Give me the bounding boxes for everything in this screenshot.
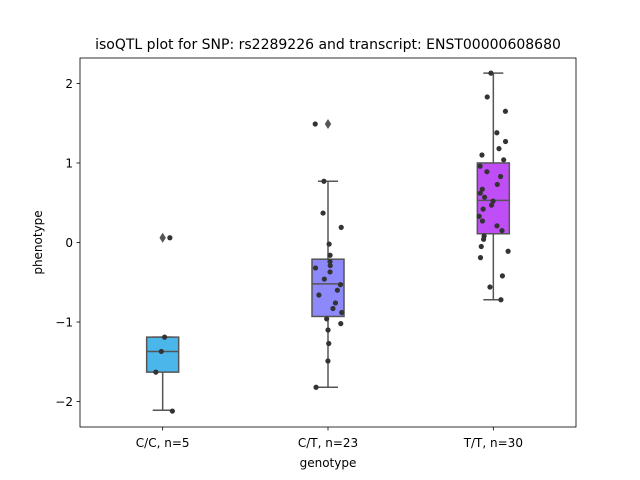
data-point [326, 241, 332, 247]
data-point [476, 213, 482, 219]
data-point [487, 284, 493, 290]
chart-title: isoQTL plot for SNP: rs2289226 and trans… [95, 37, 561, 53]
y-tick-label: 2 [65, 77, 73, 91]
x-tick-label: T/T, n=30 [463, 436, 523, 450]
data-point [321, 178, 327, 184]
data-point [337, 282, 344, 288]
y-axis: −2 −1 0 1 2 [55, 77, 80, 409]
data-point [167, 235, 173, 241]
data-point [327, 258, 333, 265]
data-point [488, 202, 495, 208]
data-point [325, 358, 331, 364]
outlier-marker [324, 119, 332, 130]
data-point [488, 70, 494, 76]
box-iqr [311, 258, 345, 318]
data-point [316, 292, 322, 298]
data-point [339, 309, 345, 316]
data-point [161, 334, 168, 340]
data-point [499, 227, 505, 234]
data-point [505, 248, 511, 254]
data-point [498, 297, 504, 303]
data-point [330, 305, 336, 312]
data-point [477, 255, 484, 261]
data-point [477, 190, 483, 196]
points-layer [153, 70, 511, 414]
x-axis: C/C, n=5 C/T, n=23 T/T, n=30 [136, 427, 523, 450]
data-point [502, 108, 509, 114]
y-tick-label: −2 [55, 395, 73, 409]
data-point [327, 262, 333, 269]
data-point [478, 243, 484, 250]
data-point [501, 157, 507, 163]
data-point [497, 173, 504, 180]
data-point [334, 287, 340, 293]
data-point [484, 169, 490, 175]
data-point [338, 224, 344, 230]
data-point [480, 236, 487, 242]
data-point [313, 384, 319, 390]
data-point [477, 163, 483, 169]
data-point [490, 198, 496, 204]
box-iqr [145, 336, 180, 373]
data-point [326, 340, 332, 347]
outlier-marker [159, 232, 166, 243]
data-point [321, 276, 327, 282]
data-point [484, 94, 490, 100]
data-point [338, 321, 344, 327]
data-point [153, 369, 159, 375]
data-point [332, 300, 339, 306]
y-tick-label: 0 [65, 236, 73, 250]
x-axis-label: genotype [300, 456, 357, 470]
y-axis-label: phenotype [31, 210, 45, 274]
data-point [499, 273, 505, 279]
data-point [479, 152, 485, 158]
data-point [325, 327, 331, 333]
data-point [327, 269, 333, 275]
x-tick-label: C/C, n=5 [136, 436, 190, 450]
y-tick-label: −1 [55, 316, 73, 330]
data-point [494, 181, 500, 188]
data-point [327, 252, 333, 258]
data-point [169, 408, 175, 414]
data-point [324, 316, 330, 322]
data-point [494, 130, 500, 136]
data-point [479, 186, 485, 192]
data-point [320, 210, 326, 216]
data-point [312, 121, 318, 127]
data-point [502, 138, 509, 145]
data-point [158, 348, 164, 355]
data-point [494, 223, 500, 229]
data-point [481, 194, 488, 200]
y-tick-label: 1 [65, 156, 73, 170]
data-point [496, 146, 502, 152]
data-point [480, 206, 486, 212]
data-point [312, 265, 319, 271]
x-tick-label: C/T, n=23 [298, 436, 358, 450]
data-point [479, 218, 486, 224]
